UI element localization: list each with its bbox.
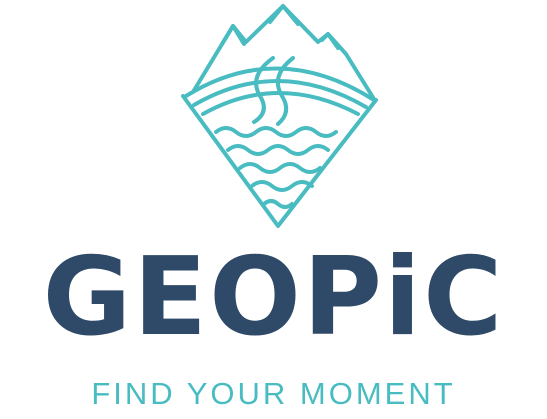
river-right — [275, 56, 295, 126]
wave-row-3 — [238, 162, 322, 174]
wave-row-2 — [226, 144, 330, 156]
brand-tagline: FIND YOUR MOMENT — [91, 376, 456, 411]
wave-row-1 — [214, 126, 338, 138]
diamond-frame — [181, 94, 378, 228]
brand-wordmark: GEOPiC — [42, 235, 505, 360]
wave-row-4 — [250, 180, 314, 192]
mountain-wave-diamond-icon — [181, 4, 378, 228]
snow-caps — [220, 4, 340, 50]
hill-arc-1 — [184, 66, 376, 102]
river-left — [252, 56, 275, 124]
wave-row-5 — [262, 199, 294, 209]
